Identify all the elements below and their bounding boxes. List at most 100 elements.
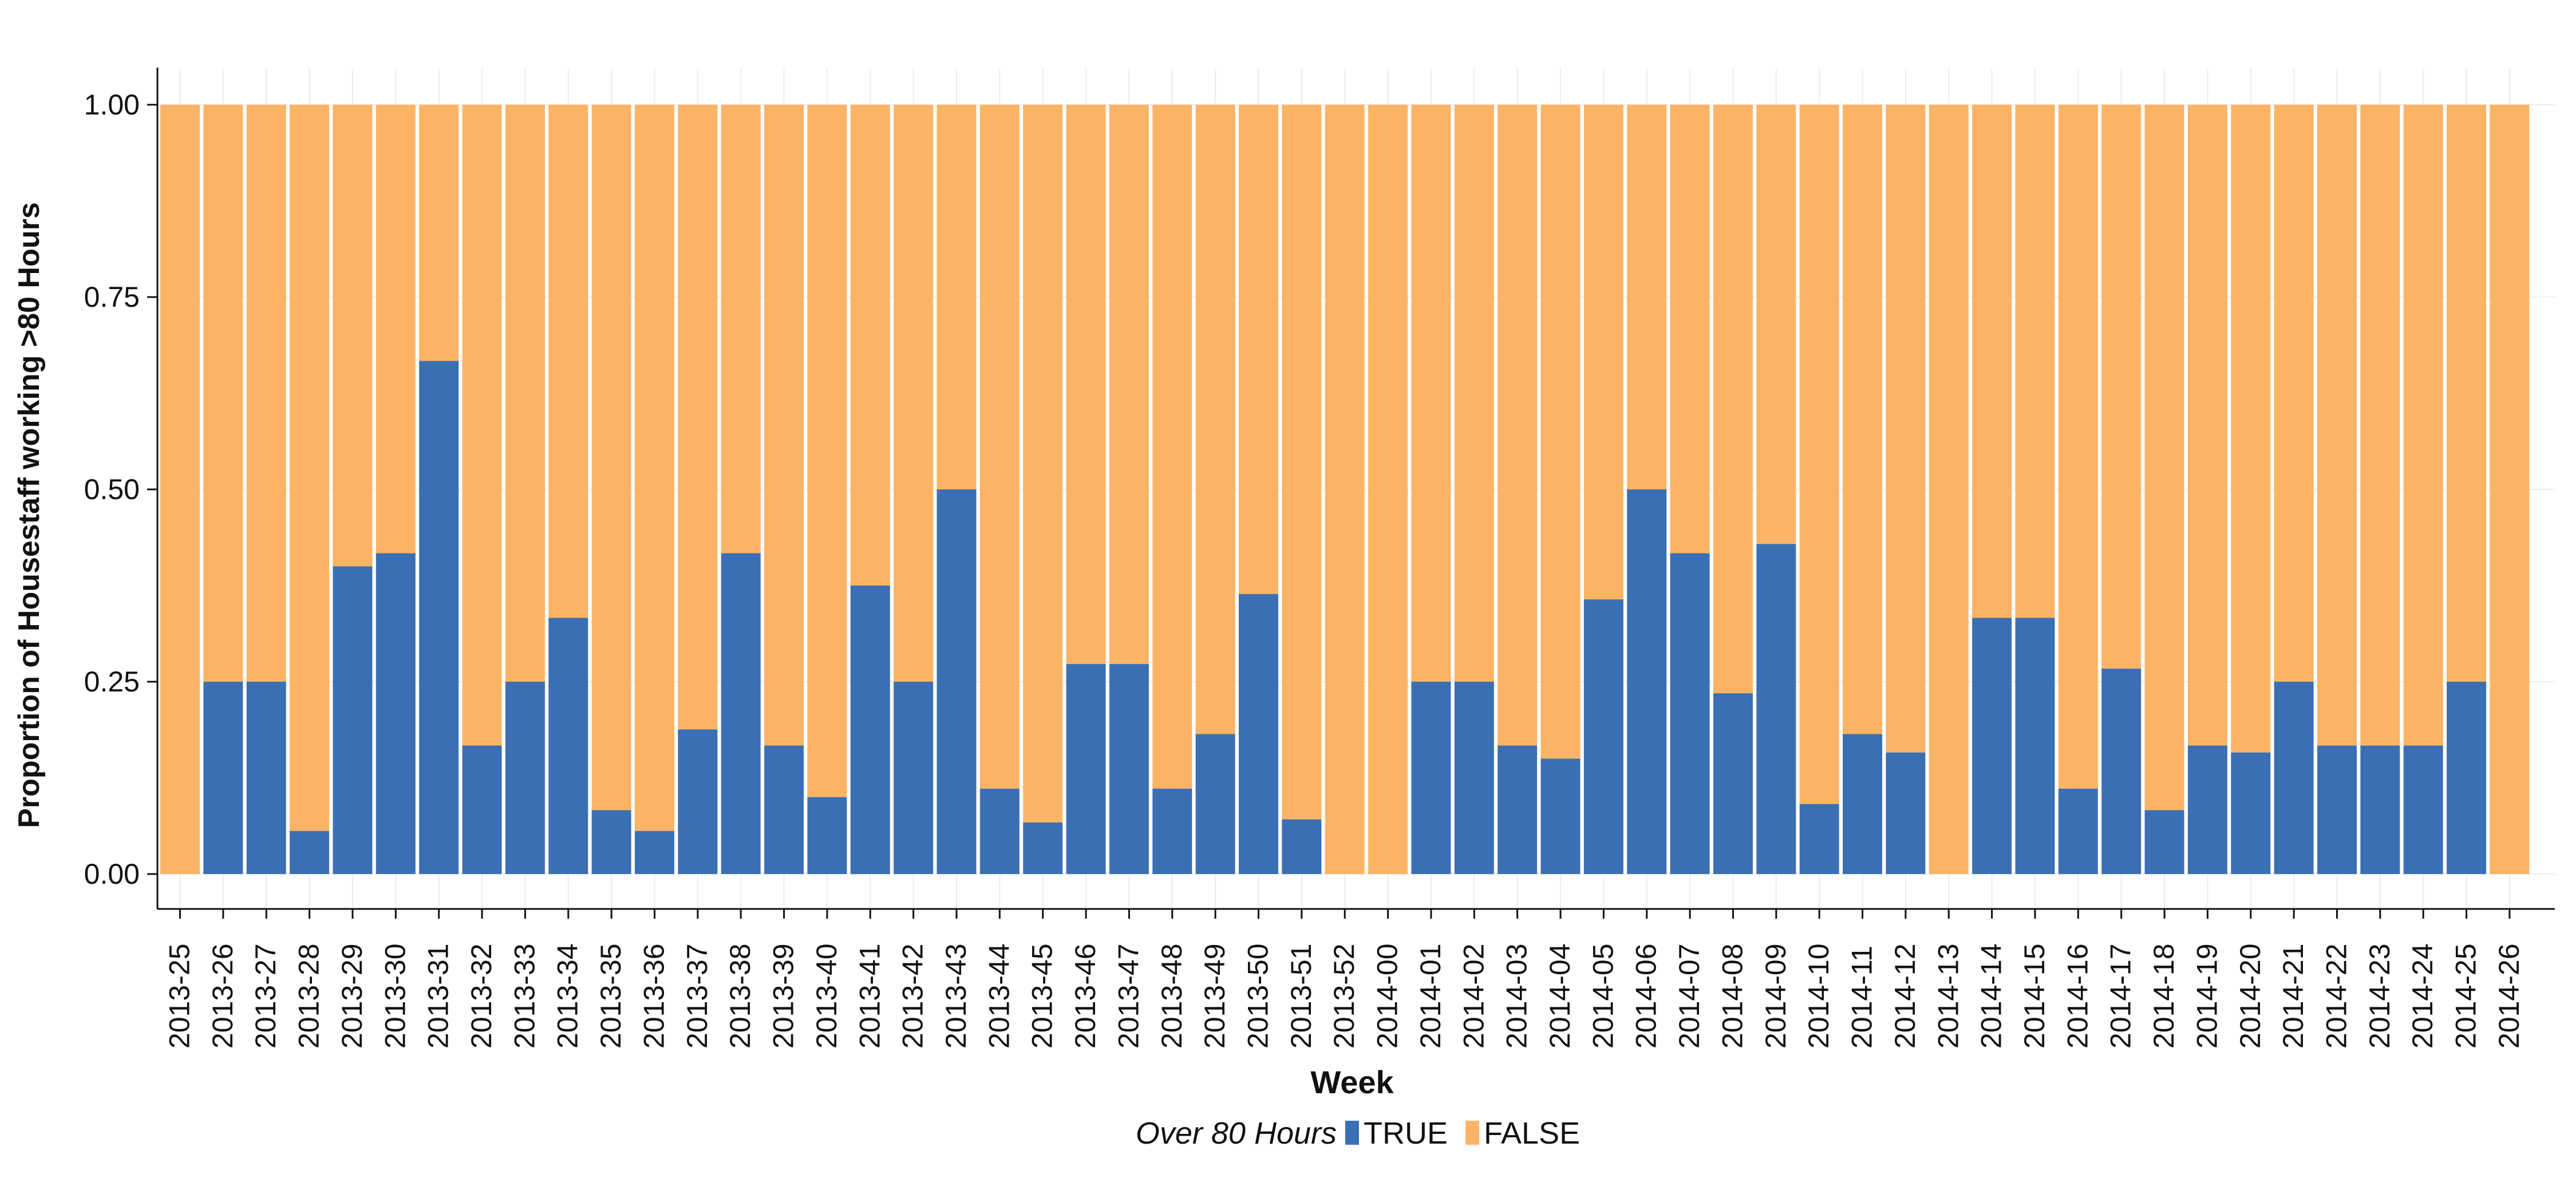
y-tick-label: 0.75 [84, 281, 140, 313]
bar-false-2014-11 [1843, 105, 1883, 734]
bar-true-2013-32 [462, 745, 502, 874]
x-tick-label: 2013-40 [811, 944, 843, 1049]
bar-false-2014-04 [1540, 105, 1581, 759]
bar-true-2014-09 [1756, 544, 1796, 874]
bar-true-2013-48 [1152, 788, 1192, 874]
x-tick-label: 2014-04 [1544, 944, 1576, 1049]
legend-swatch-true [1345, 1121, 1359, 1145]
bar-true-2013-26 [203, 682, 243, 874]
bar-true-2014-19 [2187, 745, 2227, 874]
x-tick-label: 2014-02 [1457, 944, 1490, 1049]
x-tick-label: 2014-05 [1587, 944, 1619, 1049]
bar-true-2014-17 [2101, 669, 2142, 874]
bar-false-2013-46 [1066, 105, 1106, 665]
bar-true-2014-22 [2317, 745, 2357, 874]
x-tick-label: 2013-36 [638, 944, 670, 1049]
bar-false-2013-33 [505, 105, 545, 682]
legend-title: Over 80 Hours [1136, 1116, 1337, 1150]
x-tick-label: 2013-44 [983, 944, 1015, 1049]
bar-false-2014-06 [1627, 105, 1667, 489]
bar-true-2014-03 [1498, 745, 1538, 874]
x-tick-label: 2013-39 [768, 944, 800, 1049]
y-tick-label: 0.50 [84, 473, 140, 505]
bar-false-2014-13 [1929, 105, 1969, 874]
bar-true-2014-05 [1583, 599, 1623, 874]
bar-false-2013-52 [1325, 105, 1365, 874]
bar-false-2013-35 [591, 105, 631, 810]
x-tick-label: 2014-11 [1846, 946, 1878, 1049]
bar-true-2013-43 [937, 489, 977, 874]
bar-true-2014-08 [1713, 693, 1753, 874]
bar-true-2013-38 [721, 553, 761, 874]
bar-false-2013-41 [850, 105, 890, 586]
x-tick-label: 2013-43 [940, 944, 972, 1049]
bar-false-2013-27 [246, 105, 286, 682]
bar-false-2014-07 [1670, 105, 1710, 553]
x-tick-label: 2014-08 [1716, 944, 1748, 1049]
x-tick-label: 2013-25 [164, 944, 196, 1049]
bar-false-2014-18 [2144, 105, 2184, 810]
x-tick-label: 2014-00 [1372, 944, 1404, 1049]
x-tick-label: 2014-20 [2234, 944, 2266, 1049]
bar-true-2014-11 [1843, 734, 1883, 874]
x-tick-label: 2014-16 [2061, 944, 2093, 1049]
bar-true-2013-29 [333, 566, 373, 874]
bar-true-2014-18 [2144, 810, 2184, 874]
bar-true-2014-07 [1670, 553, 1710, 874]
bar-false-2013-42 [894, 105, 934, 682]
bar-true-2014-24 [2403, 745, 2443, 874]
x-tick-label: 2014-25 [2450, 944, 2482, 1049]
bar-true-2014-16 [2058, 788, 2098, 874]
bars [160, 105, 2530, 874]
x-tick-label: 2013-52 [1328, 944, 1360, 1049]
x-tick-label: 2014-17 [2105, 944, 2137, 1049]
bar-true-2013-49 [1195, 734, 1235, 874]
x-tick-label: 2013-42 [897, 944, 929, 1049]
bar-false-2013-48 [1152, 105, 1192, 789]
bar-false-2014-00 [1368, 105, 1408, 874]
x-tick-label: 2014-19 [2191, 944, 2223, 1049]
bar-false-2013-34 [548, 105, 588, 618]
bar-true-2013-28 [290, 831, 330, 874]
x-tick-label: 2013-27 [250, 944, 282, 1049]
bar-false-2014-02 [1454, 105, 1494, 682]
bar-false-2014-26 [2490, 105, 2530, 874]
bar-false-2014-03 [1498, 105, 1538, 746]
bar-true-2013-42 [894, 682, 934, 874]
bar-true-2013-39 [764, 745, 804, 874]
bar-false-2014-21 [2274, 105, 2314, 682]
x-ticks: 2013-25 2013-26 2013-27 2013-28 2013-29 2013-… [164, 909, 2525, 1049]
x-tick-label: 2013-30 [379, 944, 411, 1049]
bar-true-2013-31 [419, 361, 459, 874]
x-tick-label: 2014-12 [1889, 944, 1921, 1049]
x-tick-label: 2014-07 [1673, 944, 1705, 1049]
bar-false-2013-31 [419, 105, 459, 361]
bar-true-2013-46 [1066, 664, 1106, 874]
bar-false-2014-05 [1583, 105, 1623, 600]
y-tick-label: 1.00 [84, 89, 140, 121]
bar-true-2013-50 [1239, 594, 1278, 874]
x-axis-title: Week [1310, 1064, 1394, 1100]
bar-true-2013-33 [505, 682, 545, 874]
x-tick-label: 2013-50 [1242, 944, 1274, 1049]
bar-true-2014-15 [2015, 618, 2055, 874]
x-tick-label: 2014-06 [1630, 944, 1662, 1049]
bar-true-2014-04 [1540, 758, 1581, 874]
x-tick-label: 2013-33 [508, 944, 540, 1049]
bar-true-2013-36 [634, 831, 674, 874]
x-tick-label: 2013-47 [1112, 944, 1144, 1049]
x-tick-label: 2014-09 [1760, 944, 1792, 1049]
bar-false-2013-50 [1239, 105, 1278, 594]
bar-true-2013-30 [376, 553, 416, 874]
bar-true-2013-41 [850, 586, 890, 874]
bar-false-2013-40 [807, 105, 847, 797]
bar-true-2013-27 [246, 682, 286, 874]
x-tick-label: 2014-03 [1501, 944, 1533, 1049]
bar-true-2013-47 [1109, 664, 1149, 874]
x-tick-label: 2013-31 [422, 944, 455, 1049]
x-tick-label: 2014-14 [1976, 944, 2008, 1049]
bar-false-2013-43 [937, 105, 977, 489]
x-tick-label: 2013-48 [1156, 944, 1188, 1049]
bar-true-2014-12 [1886, 752, 1926, 874]
bar-true-2014-14 [1972, 618, 2012, 874]
